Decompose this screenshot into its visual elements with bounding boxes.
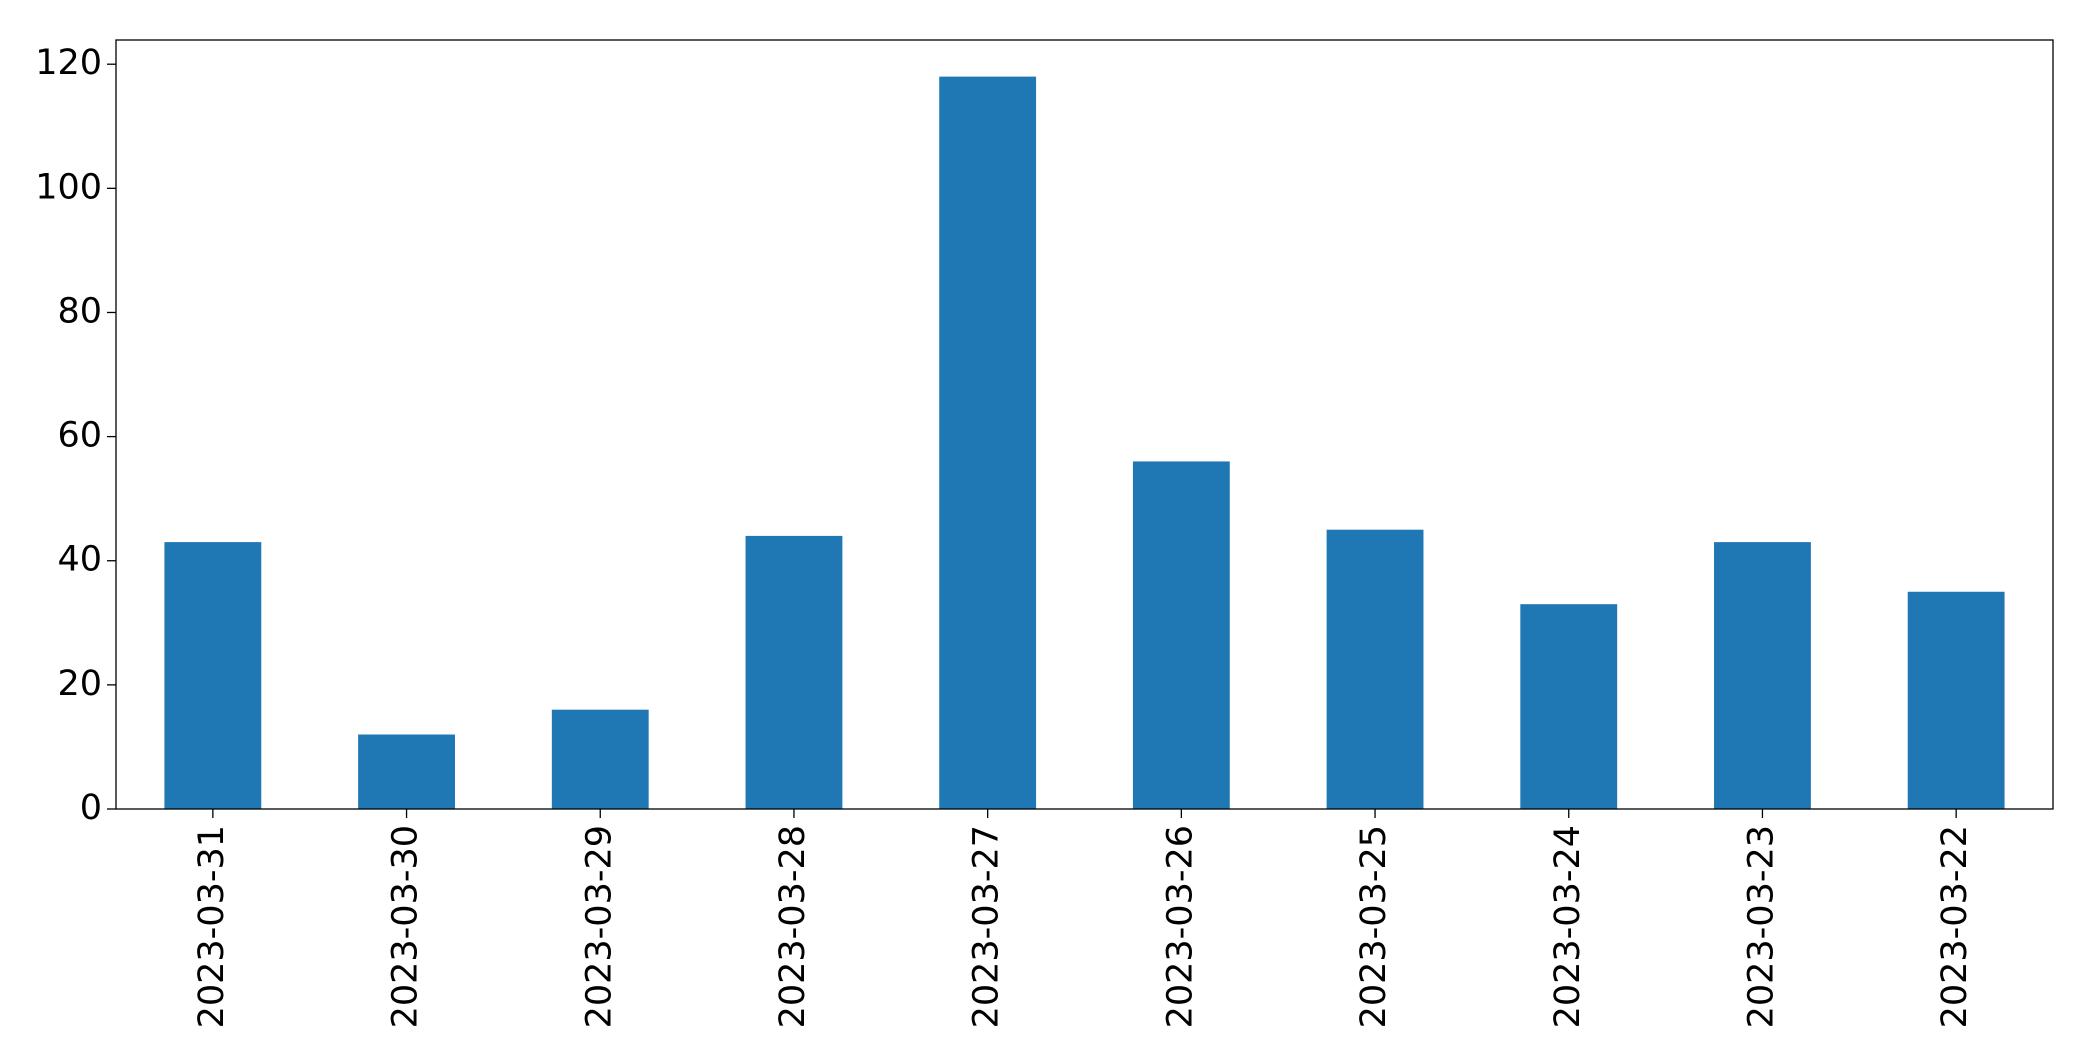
x-tick-label: 2023-03-22 (1935, 825, 1975, 1028)
bar (1520, 604, 1618, 809)
y-tick-label: 100 (35, 167, 102, 207)
bar (1132, 461, 1230, 809)
y-tick-label: 20 (57, 664, 102, 704)
x-tick-label: 2023-03-29 (579, 825, 619, 1028)
y-tick-label: 120 (35, 43, 102, 83)
bar (939, 76, 1037, 810)
y-tick-label: 0 (80, 788, 102, 828)
y-tick-label: 40 (57, 540, 102, 580)
bar (164, 542, 262, 809)
x-tick-label: 2023-03-25 (1354, 825, 1394, 1028)
bar (745, 535, 843, 809)
y-tick-label: 60 (57, 416, 102, 456)
x-tick-label: 2023-03-26 (1160, 825, 1200, 1028)
x-tick-label: 2023-03-27 (967, 825, 1007, 1028)
bar (358, 734, 455, 809)
axes-frame (115, 39, 2054, 810)
bar (551, 709, 649, 809)
x-tick-label: 2023-03-24 (1548, 825, 1588, 1028)
x-tick-label: 2023-03-28 (773, 825, 813, 1028)
bar (1714, 542, 1811, 809)
y-tick-label: 80 (57, 291, 102, 331)
x-tick-label: 2023-03-23 (1741, 825, 1781, 1028)
bar (1907, 591, 2005, 809)
bar (1326, 529, 1424, 809)
x-tick-label: 2023-03-31 (192, 825, 232, 1028)
x-tick-label: 2023-03-30 (386, 825, 426, 1028)
